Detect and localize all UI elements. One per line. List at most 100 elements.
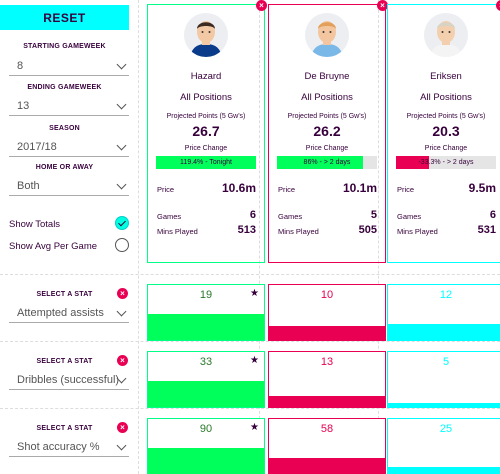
price-change-text: 119.4% - Tonight bbox=[180, 159, 232, 166]
ending-gameweek-select[interactable]: 13 bbox=[9, 96, 129, 116]
player-avatar bbox=[305, 13, 349, 57]
season-select[interactable]: 2017/18 bbox=[9, 137, 129, 157]
stat-value: 13 bbox=[320, 356, 334, 368]
mins-played-label: Mins Played bbox=[278, 227, 319, 236]
chevron-down-icon bbox=[116, 179, 127, 190]
divider bbox=[138, 0, 139, 474]
player-name: Eriksen bbox=[430, 71, 462, 82]
starting-gameweek-label: STARTING GAMEWEEK bbox=[23, 43, 106, 50]
games-value: 6 bbox=[249, 209, 256, 221]
price-change-text: 86% - > 2 days bbox=[303, 159, 351, 166]
mins-played-value: 505 bbox=[358, 224, 377, 236]
player-position: All Positions bbox=[180, 92, 232, 103]
price-value: 10.1m bbox=[342, 181, 377, 195]
stat-box: 25 bbox=[387, 418, 500, 474]
mins-played-value: 513 bbox=[237, 224, 256, 236]
stat-fill bbox=[148, 314, 264, 340]
remove-stat-icon[interactable]: × bbox=[117, 355, 128, 366]
home-away-label: HOME OR AWAY bbox=[35, 164, 94, 171]
starting-gameweek-select[interactable]: 8 bbox=[9, 56, 129, 76]
player-avatar bbox=[184, 13, 228, 57]
stat-box: 90 ★ bbox=[147, 418, 265, 474]
stat-box: 13 bbox=[268, 351, 386, 408]
chevron-down-icon bbox=[116, 440, 127, 451]
price-change-fill bbox=[156, 156, 256, 169]
games-label: Games bbox=[397, 212, 422, 221]
stat-select[interactable]: Shot accuracy % bbox=[9, 437, 129, 457]
stat-value: 58 bbox=[320, 423, 334, 435]
stat-fill bbox=[148, 381, 264, 407]
player-card: De Bruyne All Positions Projected Points… bbox=[268, 4, 386, 263]
show-avg-option[interactable]: Show Avg Per Game bbox=[9, 238, 129, 254]
stat-fill bbox=[388, 323, 500, 340]
divider bbox=[0, 341, 500, 342]
price-label: Price bbox=[278, 185, 296, 194]
price-change-fill bbox=[396, 156, 430, 169]
player-card: Eriksen All Positions Projected Points (… bbox=[387, 4, 500, 263]
stat-fill bbox=[269, 457, 385, 474]
chevron-down-icon bbox=[116, 306, 127, 317]
games-label: Games bbox=[278, 212, 303, 221]
price-label: Price bbox=[157, 185, 175, 194]
stat-select-value: Attempted assists bbox=[17, 306, 104, 319]
divider bbox=[378, 0, 379, 474]
price-change-fill bbox=[277, 156, 363, 169]
player-name: De Bruyne bbox=[304, 71, 350, 82]
chevron-down-icon bbox=[116, 99, 127, 110]
chevron-down-icon bbox=[116, 59, 127, 70]
stat-select-value: Dribbles (successful) bbox=[17, 373, 120, 386]
show-avg-radio[interactable] bbox=[115, 238, 129, 252]
show-totals-option[interactable]: Show Totals bbox=[9, 216, 129, 232]
stat-value: 12 bbox=[439, 289, 453, 301]
chevron-down-icon bbox=[116, 140, 127, 151]
stat-value: 19 bbox=[199, 289, 213, 301]
price-change-label: Price Change bbox=[184, 145, 228, 152]
show-totals-radio[interactable] bbox=[115, 216, 129, 230]
projected-points-value: 26.2 bbox=[313, 123, 341, 139]
projected-points-label: Projected Points (5 Gw's) bbox=[287, 113, 367, 120]
stat-value: 5 bbox=[442, 356, 450, 368]
stat-value: 10 bbox=[320, 289, 334, 301]
price-change-bar: -33.3% - > 2 days bbox=[396, 156, 496, 169]
player-position: All Positions bbox=[420, 92, 472, 103]
games-value: 5 bbox=[370, 209, 377, 221]
price-label: Price bbox=[397, 185, 415, 194]
show-avg-label: Show Avg Per Game bbox=[9, 240, 98, 252]
stat-value: 33 bbox=[199, 356, 213, 368]
home-away-select[interactable]: Both bbox=[9, 176, 129, 196]
divider bbox=[259, 0, 260, 474]
remove-player-icon[interactable]: × bbox=[496, 0, 500, 11]
star-icon: ★ bbox=[250, 422, 259, 433]
projected-points-label: Projected Points (5 Gw's) bbox=[166, 113, 246, 120]
games-label: Games bbox=[157, 212, 182, 221]
stat-select[interactable]: Dribbles (successful) bbox=[9, 370, 129, 390]
stat-fill bbox=[269, 326, 385, 340]
stat-value: 25 bbox=[439, 423, 453, 435]
price-change-text: -33.3% - > 2 days bbox=[418, 159, 474, 166]
stat-select-value: Shot accuracy % bbox=[17, 440, 100, 453]
stat-fill bbox=[148, 448, 264, 474]
player-card: Hazard All Positions Projected Points (5… bbox=[147, 4, 265, 263]
remove-stat-icon[interactable]: × bbox=[117, 422, 128, 433]
show-totals-label: Show Totals bbox=[9, 218, 61, 230]
stat-fill bbox=[388, 402, 500, 407]
projected-points-value: 26.7 bbox=[192, 123, 220, 139]
stat-box: 12 bbox=[387, 284, 500, 341]
price-change-label: Price Change bbox=[424, 145, 468, 152]
mins-played-value: 531 bbox=[477, 224, 496, 236]
player-name: Hazard bbox=[190, 71, 222, 82]
select-stat-label: SELECT A STAT bbox=[36, 425, 93, 432]
home-away-value: Both bbox=[17, 179, 40, 192]
price-value: 9.5m bbox=[468, 181, 496, 195]
stat-fill bbox=[388, 466, 500, 474]
stat-select[interactable]: Attempted assists bbox=[9, 303, 129, 323]
divider bbox=[0, 274, 500, 275]
projected-points-value: 20.3 bbox=[432, 123, 460, 139]
stat-value: 90 bbox=[199, 423, 213, 435]
reset-button[interactable]: RESET bbox=[0, 5, 129, 30]
remove-stat-icon[interactable]: × bbox=[117, 288, 128, 299]
price-value: 10.6m bbox=[221, 181, 256, 195]
remove-player-icon[interactable]: × bbox=[377, 0, 388, 11]
remove-player-icon[interactable]: × bbox=[256, 0, 267, 11]
season-label: SEASON bbox=[49, 125, 80, 132]
